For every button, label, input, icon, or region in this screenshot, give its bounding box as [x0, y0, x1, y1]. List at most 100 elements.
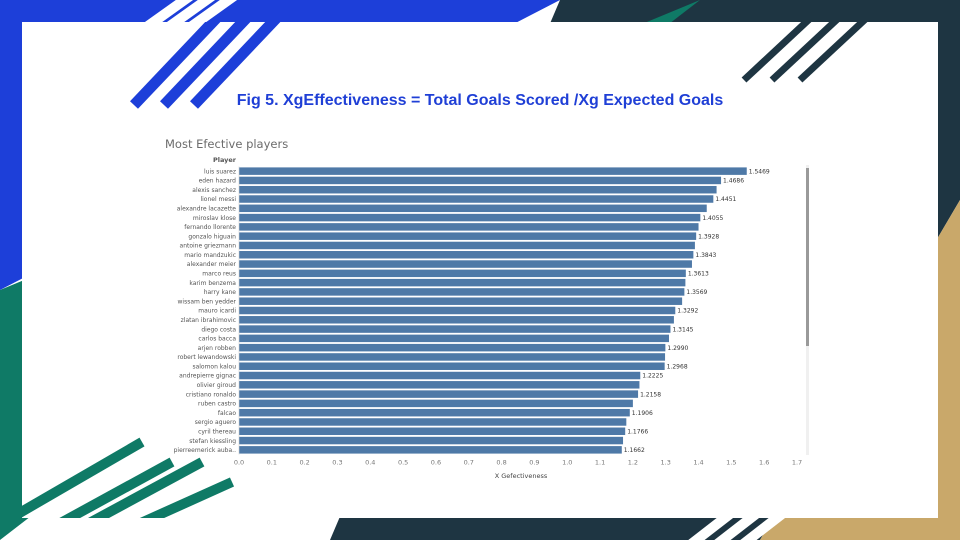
- bar[interactable]: [239, 185, 717, 194]
- category-label: marco reus: [202, 271, 236, 278]
- bar[interactable]: [239, 278, 686, 287]
- category-label: antoine griezmann: [180, 243, 237, 250]
- category-label: arjen robben: [198, 345, 237, 352]
- category-label: cyril thereau: [198, 428, 236, 435]
- x-tick-label: 0.4: [365, 458, 375, 466]
- category-label: mario mandzukic: [184, 252, 236, 259]
- category-label: karim benzema: [189, 280, 236, 287]
- x-tick-label: 1.7: [792, 458, 802, 466]
- value-label: 1.2990: [667, 345, 688, 352]
- top-left-stripes: [145, 0, 237, 31]
- bar[interactable]: [239, 381, 640, 389]
- category-label: gonzalo higuain: [188, 233, 236, 240]
- bar[interactable]: [239, 325, 671, 333]
- category-label: sergio aguero: [195, 419, 237, 426]
- category-label: andrepierre gignac: [179, 373, 236, 380]
- category-label: robert lewandowski: [177, 354, 236, 361]
- value-label: 1.3292: [677, 308, 698, 315]
- value-label: 1.4451: [715, 196, 736, 203]
- category-label: ruben castro: [198, 401, 236, 408]
- bar[interactable]: [239, 343, 666, 352]
- x-tick-label: 0.1: [267, 458, 277, 466]
- x-tick-label: 1.5: [726, 458, 736, 466]
- category-label: zlatan ibrahimovic: [181, 317, 236, 324]
- slide-title: Fig 5. XgEffectiveness = Total Goals Sco…: [236, 92, 724, 109]
- bar[interactable]: [239, 195, 714, 203]
- x-tick-label: 0.8: [496, 458, 506, 466]
- category-label: olivier giroud: [197, 382, 237, 389]
- value-label: 1.3613: [688, 271, 709, 278]
- x-tick-label: 0.6: [431, 458, 441, 466]
- value-label: 1.1662: [624, 447, 645, 454]
- category-label: alexandre lacazette: [177, 206, 237, 213]
- x-tick-label: 1.0: [562, 458, 572, 466]
- category-label: alexis sanchez: [192, 187, 236, 194]
- category-label: luis suarez: [204, 168, 236, 175]
- bottom-left-teal-stripes: [22, 437, 235, 518]
- x-tick-label: 1.3: [661, 458, 671, 466]
- bar[interactable]: [239, 390, 639, 398]
- value-label: 1.3569: [686, 289, 707, 296]
- category-label: lionel messi: [200, 196, 236, 203]
- value-label: 1.1906: [632, 410, 653, 417]
- value-label: 1.1766: [627, 428, 648, 435]
- bar[interactable]: [239, 408, 630, 417]
- value-label: 1.2158: [640, 391, 661, 398]
- scrollbar-thumb[interactable]: [806, 168, 809, 346]
- category-label: wissam ben yedder: [178, 298, 237, 305]
- x-tick-label: 0.9: [529, 458, 539, 466]
- category-label: mauro icardi: [198, 308, 236, 315]
- bar[interactable]: [239, 251, 694, 259]
- category-label: stefan kiessling: [189, 438, 236, 445]
- bar[interactable]: [239, 232, 697, 240]
- x-tick-label: 0.3: [332, 458, 342, 466]
- bar[interactable]: [239, 297, 683, 305]
- bar[interactable]: [239, 167, 747, 175]
- category-header: Player: [213, 156, 237, 164]
- value-label: 1.3928: [698, 233, 719, 240]
- bar[interactable]: [239, 362, 665, 370]
- bar[interactable]: [239, 288, 685, 296]
- value-label: 1.5469: [749, 168, 770, 175]
- bar[interactable]: [239, 316, 674, 324]
- value-label: 1.3843: [695, 252, 716, 259]
- bar[interactable]: [239, 418, 627, 426]
- bars-layer: luis suarez 1.5469 eden hazard 1.4686 alexis…: [174, 167, 770, 454]
- x-axis: 0.0 0.1 0.2 0.3 0.4 0.5 0.6 0.7 0.8 0.9 1.0 1.1 1.2 1…: [234, 166, 802, 466]
- bar[interactable]: [239, 334, 669, 343]
- bar[interactable]: [239, 260, 692, 268]
- value-label: 1.3145: [672, 326, 693, 333]
- bar[interactable]: [239, 223, 699, 231]
- bar[interactable]: [239, 241, 695, 250]
- category-label: pierreemerick auba..: [174, 447, 236, 454]
- category-label: fernando llorente: [184, 224, 236, 231]
- bar[interactable]: [239, 213, 701, 222]
- bar[interactable]: [239, 269, 686, 278]
- bar[interactable]: [239, 371, 641, 380]
- bar[interactable]: [239, 436, 624, 445]
- top-left-blue-stripes: [130, 22, 281, 109]
- value-label: 1.2225: [642, 373, 663, 380]
- x-tick-label: 0.7: [464, 458, 474, 466]
- bar[interactable]: [239, 176, 722, 185]
- x-axis-label: X Gefectiveness: [495, 472, 548, 480]
- x-tick-label: 1.6: [759, 458, 769, 466]
- value-label: 1.4055: [702, 215, 723, 222]
- value-label: 1.2968: [667, 363, 688, 370]
- bar[interactable]: [239, 204, 707, 213]
- bar[interactable]: [239, 306, 676, 315]
- category-label: diego costa: [201, 326, 236, 333]
- category-label: alexander meier: [187, 261, 237, 268]
- bar[interactable]: [239, 446, 622, 454]
- bar[interactable]: [239, 427, 626, 436]
- category-label: eden hazard: [199, 178, 237, 185]
- chart-title: Most Efective players: [165, 137, 289, 151]
- bar[interactable]: [239, 399, 633, 408]
- category-label: harry kane: [204, 289, 237, 296]
- bar[interactable]: [239, 353, 666, 361]
- x-tick-label: 1.1: [595, 458, 605, 466]
- value-label: 1.4686: [723, 178, 744, 185]
- category-label: miroslav klose: [193, 215, 236, 222]
- x-tick-label: 0.2: [299, 458, 309, 466]
